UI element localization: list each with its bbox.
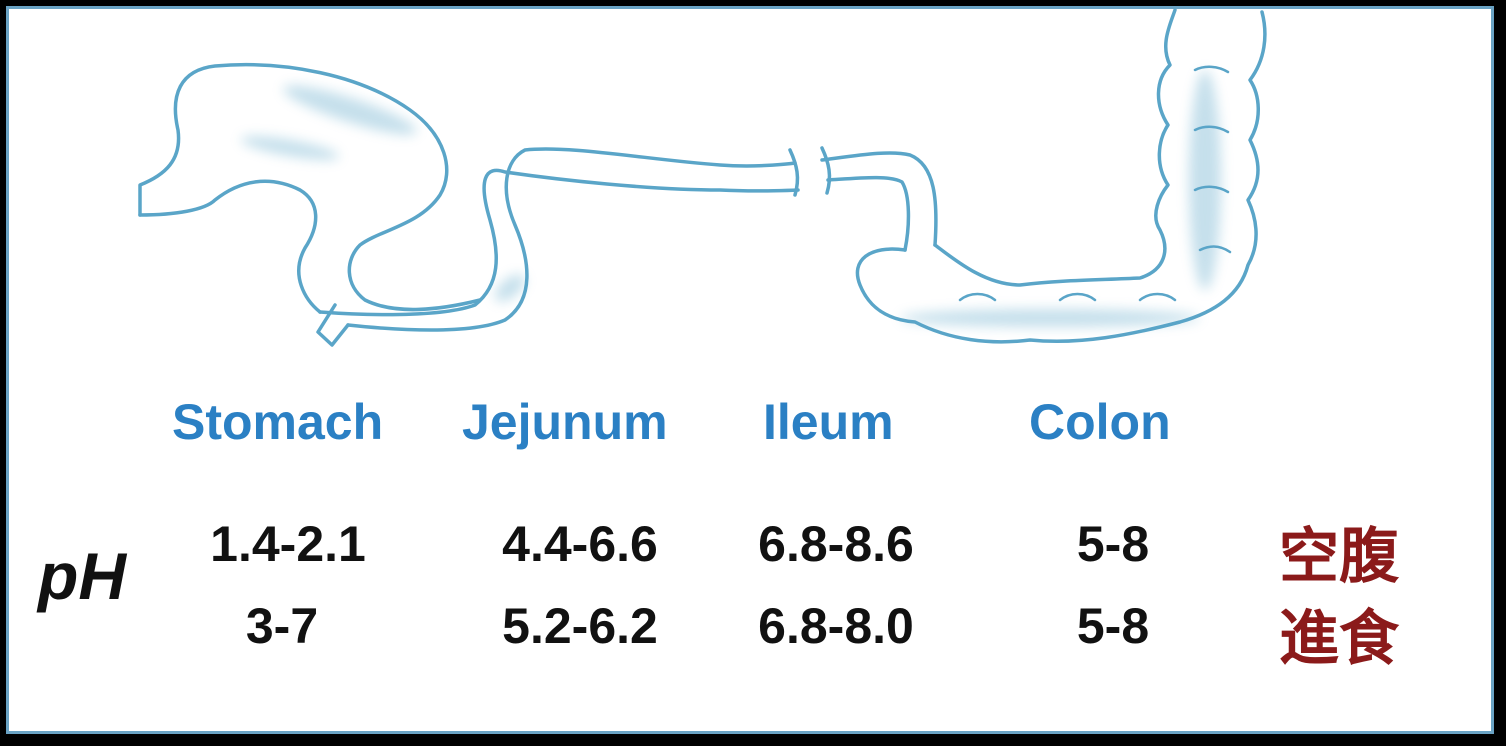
stomach-inner-outline <box>138 179 322 314</box>
condition-label-fasted: 空腹 <box>1279 522 1399 592</box>
region-label-jejunum: Jejunum <box>462 394 668 450</box>
ileum-outline-lower <box>826 175 911 252</box>
ph-fed-ileum: 6.8-8.0 <box>758 598 914 654</box>
ph-fasted-ileum: 6.8-8.6 <box>758 516 914 572</box>
section-break-left <box>788 148 800 197</box>
colon-outline-inner <box>933 8 1177 287</box>
stomach-outline <box>138 62 482 312</box>
jejunum-shade <box>495 274 525 302</box>
diagram-panel <box>6 6 1494 734</box>
colon-shade-2 <box>1189 70 1221 290</box>
ph-fasted-colon: 5-8 <box>1076 516 1150 572</box>
section-break-right <box>820 146 832 195</box>
region-label-stomach: Stomach <box>172 394 384 450</box>
ph-label: pH <box>38 539 126 613</box>
ph-fasted-jejunum: 4.4-6.6 <box>502 516 658 572</box>
colon-shade <box>900 309 1200 327</box>
pylorus-outline <box>316 303 350 347</box>
region-label-ileum: Ileum <box>763 394 894 450</box>
stomach-shade-2 <box>240 136 340 160</box>
condition-label-fed: 進食 <box>1279 604 1399 674</box>
ph-fed-jejunum: 5.2-6.2 <box>502 598 658 654</box>
small-intestine-outline-inner <box>318 168 800 317</box>
small-intestine-outline-outer <box>346 147 797 332</box>
ileum-outline-upper <box>820 151 938 247</box>
ph-fed-stomach: 3-7 <box>245 598 319 654</box>
stomach-shade-1 <box>283 85 417 135</box>
region-label-colon: Colon <box>1029 394 1171 450</box>
ph-fed-colon: 5-8 <box>1076 598 1150 654</box>
ph-fasted-stomach: 1.4-2.1 <box>210 516 366 572</box>
